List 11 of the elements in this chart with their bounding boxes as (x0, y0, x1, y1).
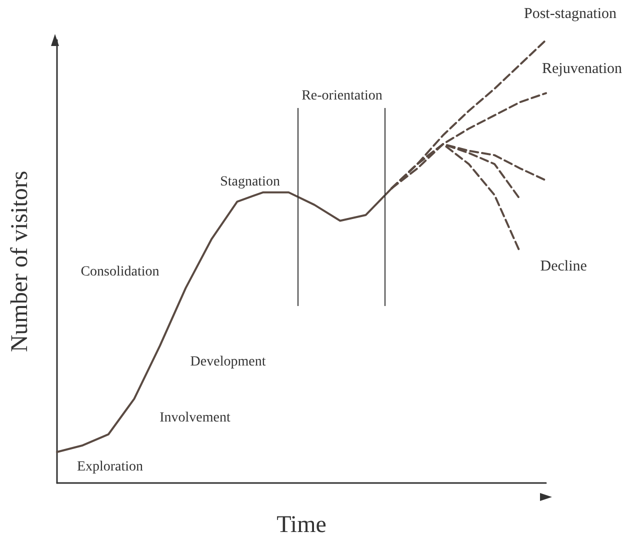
annotation: Development (190, 354, 266, 370)
annotation: Consolidation (80, 264, 160, 280)
series-label: Decline (540, 258, 588, 275)
y-axis-title: Number of visitors (7, 170, 33, 352)
series-label: Post-stagnation (524, 6, 617, 22)
annotation: Stagnation (220, 174, 280, 190)
annotation: Exploration (76, 460, 144, 474)
series-label: Rejuvenation (542, 61, 622, 78)
annotation: Re-orientation (302, 88, 382, 104)
annotation: Involvement (160, 410, 230, 426)
x-axis-title: Time (276, 512, 326, 538)
